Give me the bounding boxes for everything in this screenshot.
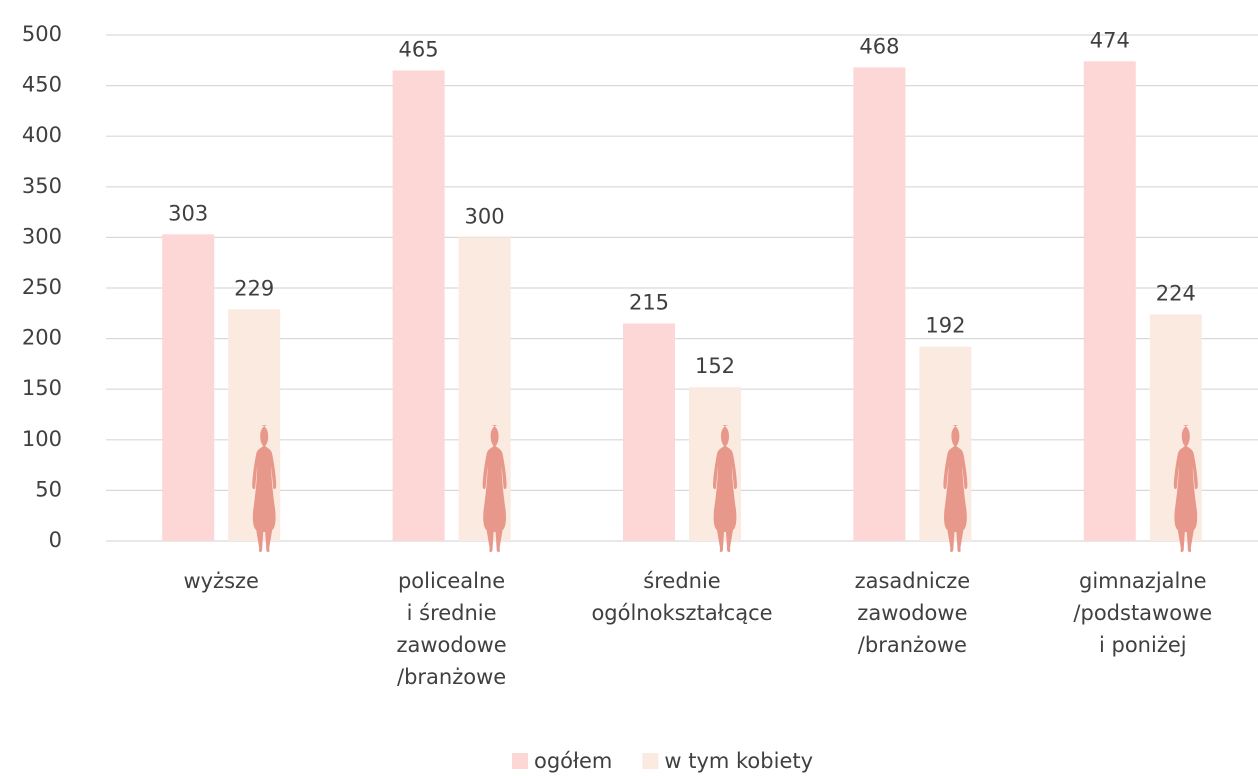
y-tick-label: 350 (22, 174, 62, 198)
x-tick-label-line: zawodowe (396, 633, 506, 657)
x-tick-label-line: gimnazjalne (1079, 569, 1207, 593)
data-label: 224 (1156, 281, 1196, 305)
bar (1083, 61, 1136, 541)
bar (623, 323, 675, 541)
x-tick-label: gimnazjalne/podstawowe i poniżej (1073, 569, 1212, 657)
x-tick-label: zasadnicze zawodowe/branżowe (855, 569, 971, 657)
x-tick-label-line: średnie (643, 569, 720, 593)
data-label: 152 (695, 354, 735, 378)
x-tick-label-line: /podstawowe (1073, 601, 1212, 625)
bar (392, 70, 445, 542)
y-tick-label: 400 (22, 123, 62, 147)
x-tick-label: policealne i średnie zawodowe/branżowe (396, 569, 506, 689)
y-tick-label: 450 (22, 73, 62, 97)
x-tick-label-line: i średnie (407, 601, 497, 625)
y-tick-label: 100 (22, 427, 62, 451)
data-label: 300 (465, 204, 505, 228)
bar (853, 67, 906, 541)
x-tick-label-line: wyższe (183, 569, 259, 593)
y-tick-label: 0 (49, 528, 62, 552)
x-tick-label-line: /branżowe (397, 665, 506, 689)
x-tick-label-line: zawodowe (857, 601, 967, 625)
x-tick-label: wyższe (183, 569, 259, 593)
y-tick-label: 250 (22, 275, 62, 299)
y-tick-label: 50 (35, 477, 62, 501)
x-tick-label-line: zasadnicze (855, 569, 971, 593)
data-label: 215 (629, 290, 669, 314)
x-tick-label-line: /branżowe (858, 633, 967, 657)
y-tick-label: 500 (22, 22, 62, 46)
data-label: 229 (234, 276, 274, 300)
y-tick-label: 150 (22, 376, 62, 400)
x-tick-label-line: ogólnokształcące (591, 601, 772, 625)
x-tick-label: średnie ogólnokształcące (591, 569, 772, 625)
data-label: 465 (399, 37, 439, 61)
legend-label: w tym kobiety (664, 749, 813, 773)
y-tick-label: 200 (22, 326, 62, 350)
data-label: 468 (859, 34, 899, 58)
y-tick-label: 300 (22, 224, 62, 248)
legend-swatch (512, 753, 528, 769)
data-label: 474 (1090, 28, 1130, 52)
data-label: 303 (168, 201, 208, 225)
bar (162, 234, 215, 541)
x-tick-label-line: policealne (398, 569, 505, 593)
legend-swatch (642, 753, 659, 769)
x-tick-label-line: i poniżej (1099, 633, 1187, 657)
legend-label: ogółem (534, 749, 612, 773)
data-label: 192 (925, 314, 965, 338)
